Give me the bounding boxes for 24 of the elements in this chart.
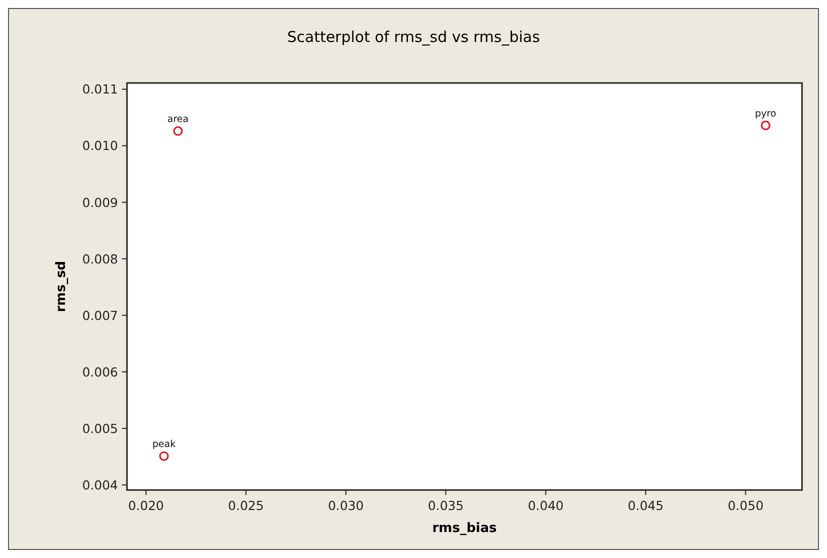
y-tick-label: 0.009 <box>82 194 118 210</box>
x-axis-title: rms_bias <box>432 521 497 536</box>
point <box>760 120 770 130</box>
y-tick-label: 0.010 <box>82 138 118 154</box>
point <box>159 451 169 461</box>
x-tick-label: 0.030 <box>328 498 364 513</box>
y-tick-label: 0.007 <box>82 308 118 323</box>
x-tick-label: 0.020 <box>128 498 164 513</box>
x-tick-label: 0.045 <box>628 498 664 513</box>
y-tick-label: 0.008 <box>82 251 118 266</box>
annotation: pyro <box>755 108 776 120</box>
annotation: area <box>167 114 189 126</box>
x-tick-label: 0.050 <box>728 498 764 513</box>
chart-title: Scatterplot of rms_sd vs rms_bias <box>287 28 540 46</box>
y-tick-label: 0.005 <box>82 420 118 436</box>
annotation: peak <box>152 439 176 450</box>
x-tick-label: 0.035 <box>428 498 464 513</box>
x-tick-label: 0.025 <box>228 498 264 513</box>
point <box>173 126 183 136</box>
x-tick-label: 0.040 <box>528 498 564 513</box>
y-tick-label: 0.006 <box>82 364 118 380</box>
y-tick-label: 0.004 <box>82 477 118 492</box>
y-tick-label: 0.011 <box>82 82 118 97</box>
y-axis-title: rms_sd <box>54 260 69 312</box>
